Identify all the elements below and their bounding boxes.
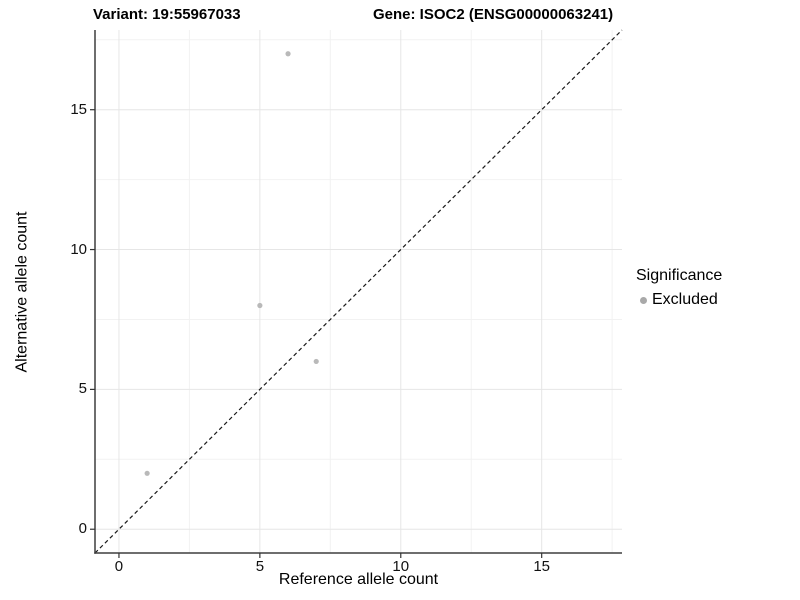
legend: Significance Excluded [636,266,796,310]
x-axis-title: Reference allele count [278,571,439,588]
x-tick-label: 0 [114,558,124,575]
plot-title-variant: Variant: 19:55967033 [93,6,241,23]
legend-item-label: Excluded [652,291,718,308]
data-point [257,302,263,309]
x-tick-label: 5 [255,558,265,575]
y-tick-label: 15 [70,100,87,118]
y-axis-title: Alternative allele count [13,211,30,372]
x-tick-label: 10 [392,558,410,575]
identity-line [94,29,623,554]
x-tick-label: 15 [533,558,551,575]
data-point [313,358,319,365]
data-point [285,51,291,57]
legend-title: Significance [636,267,723,284]
y-tick-label: 5 [78,380,87,398]
data-point [144,470,150,476]
plot-title-gene: Gene: ISOC2 (ENSG00000063241) [373,6,614,23]
legend-item-excluded: Excluded [636,290,796,310]
y-tick-label: 0 [78,520,87,538]
y-tick-label: 10 [70,240,87,258]
legend-point-icon [640,296,647,304]
